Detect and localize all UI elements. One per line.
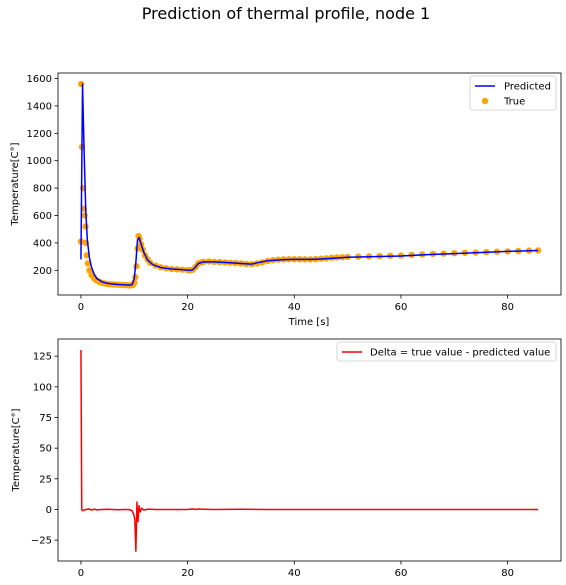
x-tick-label: 40 xyxy=(288,302,301,313)
x-tick-label: 60 xyxy=(395,568,408,579)
legend: Predicted True xyxy=(469,75,557,111)
true-point xyxy=(86,267,93,274)
y-tick-label: 50 xyxy=(39,444,52,455)
y-tick-label: 0 xyxy=(46,505,52,516)
legend-swatch-true xyxy=(481,97,489,105)
delta-ticks: 0 20 40 60 80 −25 0 25 50 75 100 125 xyxy=(31,352,514,579)
temperature-marks xyxy=(77,80,542,289)
x-tick-label: 60 xyxy=(395,302,408,313)
y-axis-label: Temperature[C°] xyxy=(10,142,21,226)
legend: Delta = true value - predicted value xyxy=(336,341,557,362)
x-tick-label: 20 xyxy=(181,302,194,313)
legend-label-true: True xyxy=(503,97,525,108)
legend-box xyxy=(469,75,557,111)
delta-line xyxy=(80,350,539,552)
y-tick-label: 600 xyxy=(33,211,52,222)
legend-label-delta: Delta = true value - predicted value xyxy=(370,348,550,359)
y-tick-label: 25 xyxy=(39,474,52,485)
y-tick-label: −25 xyxy=(31,536,52,547)
y-axis-label: Temperature[C°] xyxy=(11,408,22,492)
true-point xyxy=(78,80,85,88)
x-tick-label: 0 xyxy=(78,302,84,313)
true-point xyxy=(82,223,89,230)
x-tick-label: 0 xyxy=(78,568,84,579)
delta-marks xyxy=(80,350,539,552)
y-tick-label: 125 xyxy=(33,352,52,363)
y-tick-label: 1200 xyxy=(27,129,52,140)
delta-chart: 0 20 40 60 80 −25 0 25 50 75 100 125 Temperature[C°… xyxy=(11,338,562,579)
x-axis-label: Time [s] xyxy=(288,317,330,328)
true-point xyxy=(81,212,88,219)
temperature-chart: 0 20 40 60 80 200 400 600 800 1000 1200 1400 1600 Ti… xyxy=(10,72,562,328)
predicted-line xyxy=(80,83,539,286)
legend-label-predicted: Predicted xyxy=(504,82,551,93)
axes-frame xyxy=(57,338,562,562)
axes-frame xyxy=(57,72,562,296)
legend-box xyxy=(336,341,557,362)
y-tick-label: 1000 xyxy=(27,156,52,167)
temperature-ticks: 0 20 40 60 80 200 400 600 800 1000 1200 1400 1600 xyxy=(27,74,514,313)
y-tick-label: 1400 xyxy=(27,101,52,112)
x-tick-label: 80 xyxy=(501,568,514,579)
x-tick-label: 40 xyxy=(288,568,301,579)
y-tick-label: 75 xyxy=(39,413,52,424)
y-tick-label: 800 xyxy=(33,184,52,195)
figure-title: Prediction of thermal profile, node 1 xyxy=(142,4,430,23)
y-tick-label: 100 xyxy=(33,382,52,393)
x-tick-label: 20 xyxy=(181,568,194,579)
y-tick-label: 400 xyxy=(33,238,52,249)
y-tick-label: 200 xyxy=(33,266,52,277)
x-tick-label: 80 xyxy=(501,302,514,313)
y-tick-label: 1600 xyxy=(27,74,52,85)
true-point xyxy=(84,260,92,267)
